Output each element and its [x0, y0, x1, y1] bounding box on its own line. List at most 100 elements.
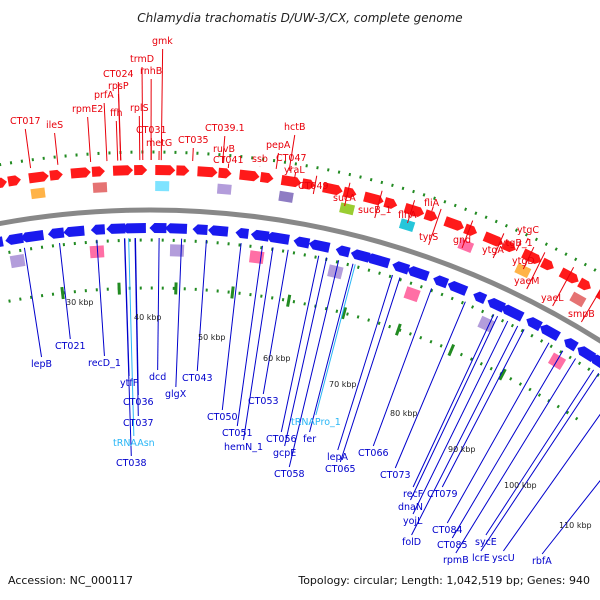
- forward-cds-arrow[interactable]: [7, 175, 21, 187]
- gene-label[interactable]: CT085: [437, 540, 468, 551]
- gene-label[interactable]: dcd: [149, 372, 166, 383]
- gene-label[interactable]: sycE: [475, 537, 497, 548]
- gene-label[interactable]: sucB_1: [358, 205, 392, 216]
- forward-cds-arrow[interactable]: [383, 197, 398, 209]
- gene-label[interactable]: ytgD: [512, 256, 535, 267]
- reverse-cds-arrow[interactable]: [526, 317, 543, 332]
- gene-label[interactable]: ytgC: [517, 225, 539, 236]
- forward-cds-arrow[interactable]: [540, 257, 554, 271]
- gene-label[interactable]: lepB: [31, 359, 52, 370]
- reverse-cds-arrow[interactable]: [106, 223, 126, 234]
- gene-label[interactable]: fer: [303, 434, 316, 445]
- feature-block[interactable]: [327, 264, 344, 280]
- gene-label[interactable]: CT073: [380, 470, 411, 481]
- gene-label[interactable]: fliA: [424, 198, 440, 209]
- forward-cds-arrow[interactable]: [403, 202, 425, 217]
- gene-label[interactable]: ytfF: [120, 378, 138, 389]
- forward-cds-arrow[interactable]: [239, 169, 260, 182]
- gene-label[interactable]: hctB: [284, 122, 306, 133]
- reverse-cds-arrow[interactable]: [266, 232, 290, 245]
- feature-block[interactable]: [89, 245, 105, 259]
- forward-cds-arrow[interactable]: [463, 223, 478, 236]
- gene-label[interactable]: ffh: [110, 108, 123, 119]
- forward-cds-arrow[interactable]: [259, 172, 274, 183]
- forward-cds-arrow[interactable]: [91, 166, 105, 177]
- gene-label[interactable]: lcrE: [472, 553, 490, 564]
- reverse-cds-arrow[interactable]: [208, 225, 229, 237]
- forward-cds-arrow[interactable]: [482, 231, 503, 247]
- forward-cds-arrow[interactable]: [521, 248, 542, 265]
- reverse-cds-arrow[interactable]: [149, 223, 167, 234]
- feature-block[interactable]: [398, 218, 416, 232]
- feature-block[interactable]: [248, 250, 265, 265]
- forward-cds-arrow[interactable]: [28, 171, 49, 184]
- forward-cds-arrow[interactable]: [70, 167, 91, 179]
- gene-label[interactable]: CT021: [55, 341, 86, 352]
- reverse-cds-arrow[interactable]: [192, 224, 208, 236]
- gene-label[interactable]: CT024: [103, 69, 134, 80]
- gene-label[interactable]: yojL: [403, 516, 423, 527]
- gene-label[interactable]: pepA: [266, 140, 291, 151]
- gene-label[interactable]: CT031: [136, 125, 167, 136]
- forward-cds-arrow[interactable]: [363, 191, 384, 206]
- gene-label[interactable]: rnhB: [140, 66, 162, 77]
- feature-block[interactable]: [339, 202, 356, 216]
- reverse-cds-arrow[interactable]: [164, 223, 188, 234]
- reverse-cds-arrow[interactable]: [335, 245, 351, 258]
- forward-cds-arrow[interactable]: [176, 165, 190, 176]
- forward-cds-arrow[interactable]: [322, 182, 343, 196]
- gene-label[interactable]: yaeL: [541, 293, 564, 304]
- gene-label[interactable]: ytgB_1: [500, 238, 533, 249]
- gene-label[interactable]: dnaN: [398, 502, 423, 513]
- gene-label[interactable]: sucA: [333, 193, 356, 204]
- gene-label[interactable]: CT049: [298, 181, 329, 192]
- feature-block[interactable]: [569, 291, 587, 308]
- forward-cds-arrow[interactable]: [218, 167, 232, 179]
- gene-label[interactable]: CT047: [276, 153, 307, 164]
- feature-block[interactable]: [403, 286, 421, 303]
- reverse-cds-arrow[interactable]: [90, 224, 106, 235]
- gene-label[interactable]: rpmB: [443, 555, 469, 566]
- gene-label[interactable]: ruvB: [213, 144, 235, 155]
- forward-cds-arrow[interactable]: [0, 177, 7, 190]
- gene-label[interactable]: yaeM: [514, 276, 540, 287]
- reverse-cds-arrow[interactable]: [392, 261, 411, 275]
- forward-cds-arrow[interactable]: [49, 169, 63, 181]
- gene-label[interactable]: CT053: [248, 396, 279, 407]
- gene-label[interactable]: ytgA: [482, 245, 504, 256]
- reverse-cds-arrow[interactable]: [47, 227, 65, 239]
- reverse-cds-arrow[interactable]: [235, 228, 250, 239]
- gene-label[interactable]: CT084: [432, 525, 463, 536]
- gene-label[interactable]: rplS: [130, 103, 149, 114]
- gene-label[interactable]: CT041: [213, 155, 244, 166]
- reverse-cds-arrow[interactable]: [433, 275, 450, 289]
- reverse-cds-arrow[interactable]: [5, 232, 24, 245]
- gene-label[interactable]: gmk: [152, 36, 173, 47]
- gene-label[interactable]: CT065: [325, 464, 356, 475]
- reverse-cds-arrow[interactable]: [250, 229, 270, 242]
- forward-cds-arrow[interactable]: [280, 174, 302, 188]
- gene-label[interactable]: recD_1: [88, 358, 121, 369]
- gene-label[interactable]: gnd: [453, 235, 471, 246]
- gene-label[interactable]: CT051: [222, 428, 253, 439]
- gene-label[interactable]: CT036: [123, 397, 154, 408]
- gene-label[interactable]: rbfA: [532, 556, 552, 567]
- forward-cds-arrow[interactable]: [443, 216, 464, 231]
- reverse-cds-arrow[interactable]: [0, 236, 4, 247]
- reverse-cds-arrow[interactable]: [365, 253, 391, 269]
- reverse-cds-arrow[interactable]: [350, 249, 371, 263]
- reverse-cds-arrow[interactable]: [63, 225, 85, 238]
- gene-label[interactable]: CT079: [427, 489, 458, 500]
- gene-label[interactable]: glgX: [165, 389, 187, 400]
- gene-label[interactable]: recF: [403, 489, 423, 500]
- forward-cds-arrow[interactable]: [197, 166, 218, 178]
- gene-label[interactable]: CT035: [178, 135, 209, 146]
- gene-label[interactable]: rpmE2: [72, 104, 103, 115]
- gene-label[interactable]: CT043: [182, 373, 213, 384]
- forward-cds-arrow[interactable]: [577, 277, 591, 291]
- forward-cds-arrow[interactable]: [155, 165, 176, 176]
- feature-block[interactable]: [457, 238, 475, 253]
- forward-cds-arrow[interactable]: [134, 165, 148, 176]
- gene-label[interactable]: trmD: [130, 54, 154, 65]
- reverse-cds-arrow[interactable]: [407, 266, 430, 282]
